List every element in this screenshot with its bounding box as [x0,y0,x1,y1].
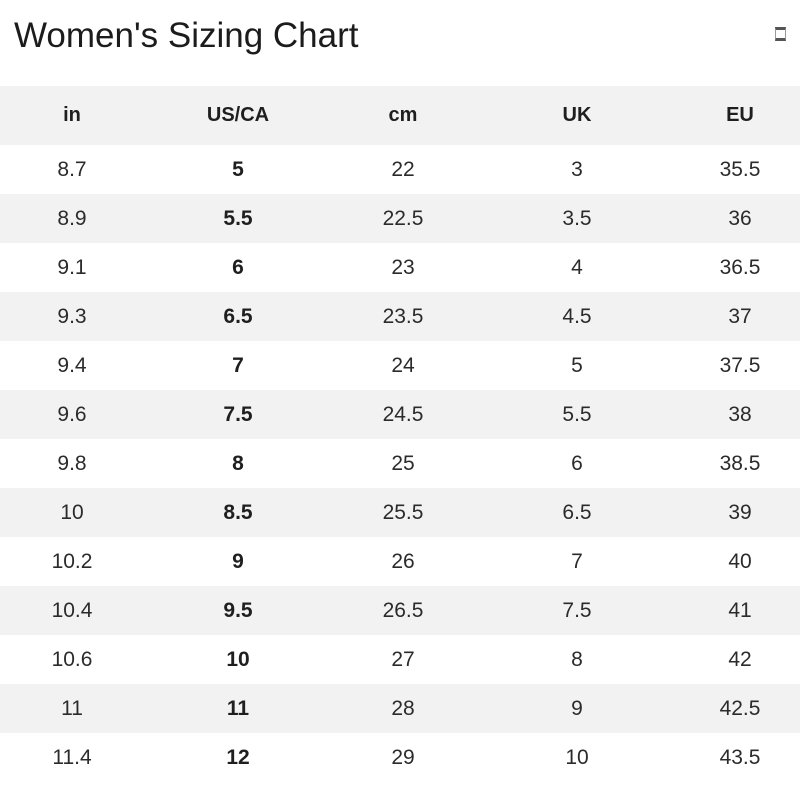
cell-in: 10.6 [0,635,144,684]
cell-in: 10.4 [0,586,144,635]
table-row: 10.4 9.5 26.5 7.5 41 [0,586,800,635]
cell-usca: 9 [144,537,332,586]
cell-in: 9.3 [0,292,144,341]
cell-uk: 4.5 [474,292,680,341]
table-row: 11.4 12 29 10 43.5 [0,733,800,782]
cell-eu: 38.5 [680,439,800,488]
cell-uk: 4 [474,243,680,292]
cell-uk: 9 [474,684,680,733]
cell-cm: 24 [332,341,474,390]
sizing-table-body: 8.7 5 22 3 35.5 8.9 5.5 22.5 3.5 36 9.1 6 23 4 36.5 9.3… [0,145,800,782]
cell-cm: 28 [332,684,474,733]
cell-in: 10.2 [0,537,144,586]
cell-usca: 8 [144,439,332,488]
cell-cm: 29 [332,733,474,782]
cell-usca: 11 [144,684,332,733]
cell-uk: 5.5 [474,390,680,439]
table-row: 9.6 7.5 24.5 5.5 38 [0,390,800,439]
sizing-table-header: in US/CA cm UK EU [0,86,800,145]
table-row: 11 11 28 9 42.5 [0,684,800,733]
cell-in: 9.8 [0,439,144,488]
cell-cm: 22.5 [332,194,474,243]
cell-cm: 22 [332,145,474,194]
table-row: 10.6 10 27 8 42 [0,635,800,684]
cell-in: 8.9 [0,194,144,243]
cell-cm: 24.5 [332,390,474,439]
header-row: in US/CA cm UK EU [0,86,800,145]
cell-in: 11.4 [0,733,144,782]
table-row: 8.7 5 22 3 35.5 [0,145,800,194]
cell-usca: 10 [144,635,332,684]
sizing-table: in US/CA cm UK EU 8.7 5 22 3 35.5 8.9 5.5 22.5 3… [0,86,800,782]
cell-usca: 6 [144,243,332,292]
cell-cm: 23.5 [332,292,474,341]
cell-eu: 43.5 [680,733,800,782]
cell-in: 11 [0,684,144,733]
cell-uk: 3 [474,145,680,194]
cell-eu: 39 [680,488,800,537]
cell-eu: 42.5 [680,684,800,733]
cell-uk: 7.5 [474,586,680,635]
cell-uk: 6.5 [474,488,680,537]
cell-usca: 5 [144,145,332,194]
cell-eu: 41 [680,586,800,635]
column-header-usca: US/CA [144,86,332,145]
column-header-cm: cm [332,86,474,145]
cell-cm: 27 [332,635,474,684]
cell-eu: 37.5 [680,341,800,390]
cell-eu: 36 [680,194,800,243]
cell-in: 9.1 [0,243,144,292]
cell-uk: 5 [474,341,680,390]
cell-usca: 5.5 [144,194,332,243]
cell-uk: 8 [474,635,680,684]
cell-uk: 6 [474,439,680,488]
cell-uk: 10 [474,733,680,782]
table-row: 10 8.5 25.5 6.5 39 [0,488,800,537]
page-title: Women's Sizing Chart [14,16,359,55]
table-row: 9.1 6 23 4 36.5 [0,243,800,292]
cell-in: 9.4 [0,341,144,390]
cell-eu: 36.5 [680,243,800,292]
table-row: 9.4 7 24 5 37.5 [0,341,800,390]
cell-in: 9.6 [0,390,144,439]
cell-eu: 38 [680,390,800,439]
cell-eu: 35.5 [680,145,800,194]
cell-usca: 12 [144,733,332,782]
column-header-eu: EU [680,86,800,145]
cell-cm: 25.5 [332,488,474,537]
cell-usca: 7.5 [144,390,332,439]
cell-cm: 26.5 [332,586,474,635]
column-header-in: in [0,86,144,145]
cell-eu: 37 [680,292,800,341]
cell-cm: 26 [332,537,474,586]
cell-usca: 6.5 [144,292,332,341]
table-row: 9.3 6.5 23.5 4.5 37 [0,292,800,341]
cell-usca: 8.5 [144,488,332,537]
table-row: 8.9 5.5 22.5 3.5 36 [0,194,800,243]
table-row: 9.8 8 25 6 38.5 [0,439,800,488]
cell-uk: 7 [474,537,680,586]
cell-uk: 3.5 [474,194,680,243]
cell-cm: 23 [332,243,474,292]
missing-glyph-icon[interactable] [775,27,786,41]
cell-cm: 25 [332,439,474,488]
cell-eu: 40 [680,537,800,586]
cell-in: 8.7 [0,145,144,194]
column-header-uk: UK [474,86,680,145]
cell-usca: 9.5 [144,586,332,635]
cell-usca: 7 [144,341,332,390]
table-row: 10.2 9 26 7 40 [0,537,800,586]
cell-in: 10 [0,488,144,537]
cell-eu: 42 [680,635,800,684]
